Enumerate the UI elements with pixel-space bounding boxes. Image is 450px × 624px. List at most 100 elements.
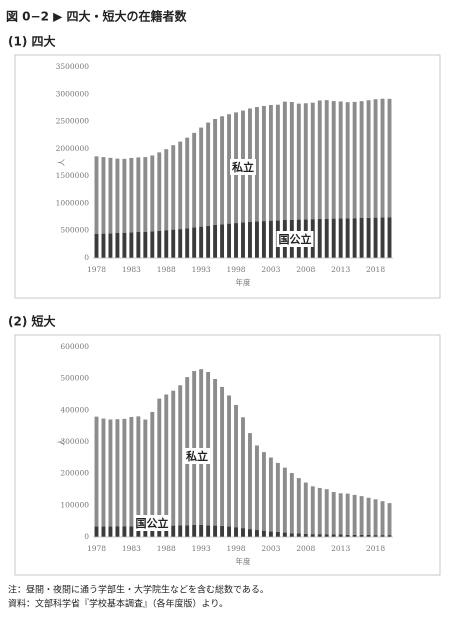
x-tick-label: 2013	[331, 265, 350, 274]
bar-segment	[101, 233, 106, 258]
bar-segment	[248, 529, 252, 537]
bar-segment	[255, 107, 259, 222]
bar-segment	[227, 526, 231, 537]
bar-segment	[317, 487, 322, 535]
bar-segment	[317, 218, 322, 258]
bar-segment	[345, 218, 350, 258]
bar-segment	[317, 100, 322, 219]
bar-segment	[324, 489, 329, 535]
bar-segment	[373, 499, 378, 536]
bar-segment	[310, 534, 315, 537]
bar-segment	[359, 101, 364, 218]
bar-segment	[282, 532, 287, 537]
bar-segment	[289, 533, 294, 537]
bar-segment	[122, 232, 127, 258]
bar-segment	[241, 417, 245, 529]
bar-segment	[324, 218, 329, 258]
bar-segment	[129, 157, 134, 233]
bar-segment	[150, 231, 155, 258]
bar-segment	[338, 534, 343, 537]
bar-segment	[387, 98, 392, 218]
bar-segment	[268, 457, 273, 532]
bar-segment	[359, 496, 364, 535]
bar-segment	[387, 217, 392, 258]
bar-segment	[380, 535, 385, 537]
bar-segment	[248, 433, 252, 530]
bar-segment	[94, 156, 99, 234]
y-tick-label: 2500000	[56, 117, 90, 126]
bar-segment	[296, 533, 301, 537]
bar-segment	[345, 534, 350, 537]
bar-segment	[164, 149, 169, 231]
y-tick-label: 500000	[60, 226, 89, 235]
bar-segment	[157, 525, 162, 537]
x-tick-label: 2013	[331, 544, 350, 553]
bar-segment	[192, 132, 197, 228]
bar-segment	[275, 104, 280, 221]
bar-segment	[150, 155, 155, 232]
chart-title: (1) 四大	[8, 34, 56, 49]
bar-segment	[387, 535, 392, 537]
bar-segment	[387, 503, 392, 536]
bar-segment	[143, 419, 148, 526]
bar-segment	[129, 526, 134, 537]
bar-segment	[122, 158, 127, 233]
bar-segment	[157, 398, 162, 526]
x-tick-label: 1988	[157, 544, 176, 553]
bar-segment	[206, 525, 211, 537]
bar-segment	[178, 141, 183, 230]
bar-segment	[296, 478, 301, 534]
chart-frame	[14, 54, 441, 299]
bar-segment	[178, 229, 183, 258]
bar-segment	[373, 217, 378, 258]
bar-segment	[352, 101, 357, 219]
bar-segment	[164, 394, 169, 526]
bar-segment	[303, 533, 308, 537]
bar-segment	[234, 527, 238, 537]
bar-segment	[115, 158, 120, 234]
bar-segment	[261, 105, 266, 222]
bar-segment	[338, 493, 343, 535]
x-tick-label: 1978	[87, 265, 106, 274]
bar-segment	[366, 100, 371, 218]
x-axis-label: 年度	[236, 556, 251, 566]
bar-segment	[213, 525, 218, 537]
bar-segment	[108, 233, 113, 258]
bar-segment	[366, 497, 371, 535]
bar-segment	[115, 233, 120, 258]
bar-segment	[136, 526, 141, 537]
bar-segment	[282, 467, 287, 533]
bar-segment	[220, 224, 225, 258]
bar-segment	[220, 386, 225, 526]
bar-segment	[380, 501, 385, 536]
bar-segment	[136, 157, 141, 233]
bar-segment	[338, 218, 343, 258]
bar-segment	[143, 231, 148, 258]
bar-segment	[220, 116, 225, 225]
bar-segment	[115, 419, 120, 527]
bar-segment	[143, 157, 148, 232]
x-tick-label: 1998	[226, 265, 245, 274]
bar-segment	[317, 534, 322, 537]
bar-segment	[255, 445, 259, 531]
bar-segment	[101, 526, 106, 537]
bar-segment	[192, 227, 197, 258]
bar-segment	[255, 530, 259, 537]
bar-segment	[331, 492, 336, 535]
x-axis-label: 年度	[236, 277, 251, 287]
bar-segment	[101, 157, 106, 234]
bar-segment	[380, 217, 385, 258]
chart-title: (2) 短大	[8, 314, 56, 329]
bar-segment	[129, 416, 134, 527]
series-label: 国公立	[136, 516, 169, 530]
x-tick-label: 1983	[122, 265, 141, 274]
y-tick-label: 400000	[60, 405, 89, 414]
bar-segment	[345, 102, 350, 219]
bar-segment	[171, 229, 176, 258]
bar-segment	[157, 230, 162, 258]
bar-segment	[164, 525, 169, 537]
x-tick-label: 2003	[261, 544, 280, 553]
y-tick-label: 500000	[60, 374, 89, 383]
